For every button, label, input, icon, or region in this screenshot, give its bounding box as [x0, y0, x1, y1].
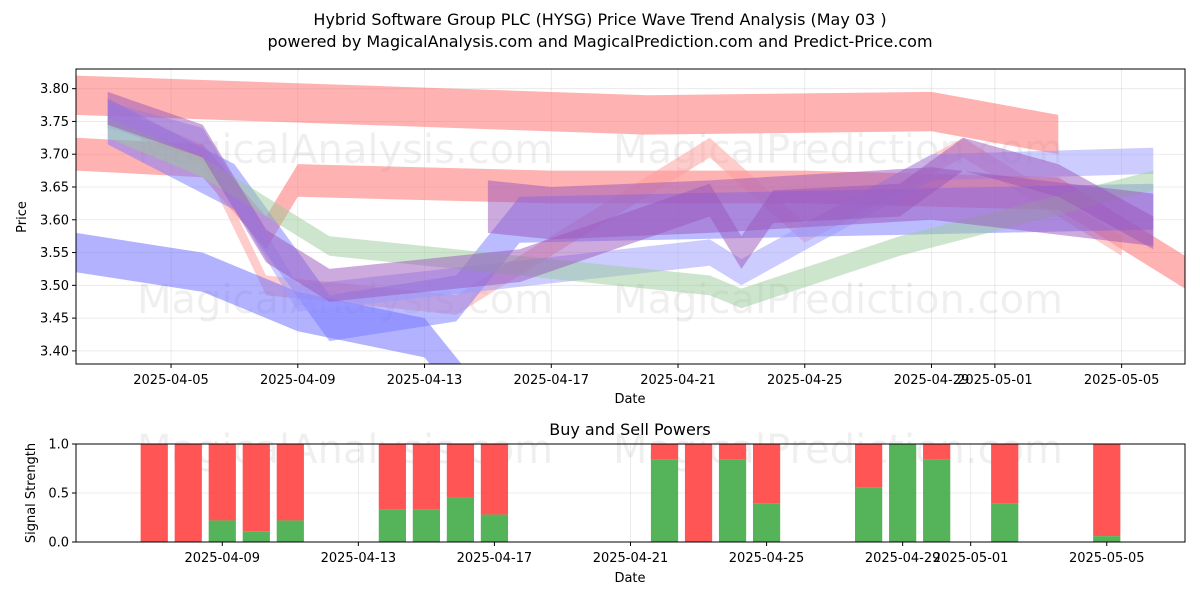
power-y-tick-label: 0.5 [48, 487, 69, 502]
sell-bar [480, 444, 509, 515]
sell-bar [718, 444, 747, 460]
price-x-tick-label: 2025-04-25 [767, 373, 843, 388]
price-y-tick-label: 3.40 [40, 344, 69, 359]
buy-bar [991, 503, 1019, 542]
price-y-tick-label: 3.60 [40, 213, 69, 228]
power-plot-area: MagicalAnalysis.com MagicalPrediction.co… [24, 427, 1186, 586]
price-x-tick-label: 2025-04-17 [514, 373, 590, 388]
price-waves [76, 75, 1185, 364]
power-y-tick-label: 1.0 [48, 438, 69, 453]
buy-bar [650, 459, 679, 542]
price-y-tick-label: 3.75 [40, 115, 69, 130]
power-x-tick-label: 2025-04-21 [593, 551, 669, 566]
main-chart-title: Hybrid Software Group PLC (HYSG) Price W… [313, 10, 886, 29]
price-x-tick-label: 2025-04-05 [133, 373, 209, 388]
power-y-tick-label: 0.0 [48, 536, 69, 551]
power-x-tick-label: 2025-05-01 [933, 551, 1009, 566]
power-y-axis-label: Signal Strength [24, 443, 39, 543]
power-y-ticks: 0.0 0.5 1.0 [48, 438, 76, 551]
wave-band-green-wave-1 [107, 118, 1154, 309]
price-y-tick-label: 3.45 [40, 312, 69, 327]
price-y-tick-label: 3.65 [40, 181, 69, 196]
sell-bar [650, 444, 679, 460]
wave-band-red-wave-1 [76, 75, 1059, 155]
price-y-axis-label: Price [15, 201, 30, 233]
sell-bar [855, 444, 883, 488]
power-x-tick-label: 2025-05-05 [1069, 551, 1145, 566]
price-x-tick-label: 2025-04-13 [387, 373, 463, 388]
price-x-axis-label: Date [614, 392, 645, 407]
power-x-tick-label: 2025-04-29 [865, 551, 941, 566]
buy-bar [412, 509, 440, 542]
price-x-tick-label: 2025-05-05 [1084, 373, 1160, 388]
sell-bar [242, 444, 270, 532]
buy-bar [208, 520, 236, 542]
wave-band-purple-wave-2 [487, 167, 1154, 246]
sell-bar [140, 444, 168, 542]
price-y-ticks: 3.40 3.45 3.50 3.55 3.60 3.65 3.70 3.75 3.80 [40, 82, 76, 359]
buy-bar [718, 459, 747, 542]
buy-bar [378, 509, 406, 542]
power-x-ticks: 2025-04-09 2025-04-13 2025-04-17 2025-04-21… [184, 542, 1145, 566]
price-x-ticks: 2025-04-05 2025-04-09 2025-04-13 2025-04-17… [133, 364, 1159, 388]
price-x-tick-label: 2025-04-29 [894, 373, 970, 388]
buy-bar [242, 531, 270, 542]
price-y-tick-label: 3.80 [40, 82, 69, 97]
sell-bar [276, 444, 304, 521]
power-x-tick-label: 2025-04-09 [184, 551, 260, 566]
buy-bar [1093, 536, 1121, 542]
power-chart-title: Buy and Sell Powers [549, 420, 711, 439]
buy-bar [889, 444, 917, 542]
sell-bar [752, 444, 781, 504]
power-x-tick-label: 2025-04-17 [457, 551, 533, 566]
sell-bar [378, 444, 406, 510]
buy-bar [480, 514, 509, 542]
price-plot-area: MagicalAnalysis.com MagicalPrediction.co… [15, 68, 1186, 407]
price-y-tick-label: 3.50 [40, 279, 69, 294]
sell-bar [208, 444, 236, 521]
price-x-tick-label: 2025-05-01 [957, 373, 1033, 388]
price-plot-frame [75, 68, 1186, 365]
buy-bar [855, 487, 883, 542]
sell-bar [991, 444, 1019, 504]
main-chart-subtitle: powered by MagicalAnalysis.com and Magic… [267, 32, 932, 51]
power-x-tick-label: 2025-04-25 [729, 551, 805, 566]
price-y-tick-label: 3.70 [40, 148, 69, 163]
price-x-tick-label: 2025-04-09 [260, 373, 336, 388]
buy-bar [923, 459, 951, 542]
power-bars [140, 444, 1121, 542]
buy-bar [276, 520, 304, 542]
sell-bar [412, 444, 440, 510]
sell-bar [174, 444, 202, 542]
power-x-tick-label: 2025-04-13 [321, 551, 397, 566]
sell-bar [1093, 444, 1121, 537]
price-y-tick-label: 3.55 [40, 246, 69, 261]
power-x-axis-label: Date [614, 571, 645, 586]
sell-bar [446, 444, 475, 498]
sell-bar [923, 444, 951, 460]
price-x-tick-label: 2025-04-21 [640, 373, 716, 388]
buy-bar [752, 503, 781, 542]
buy-bar [446, 497, 475, 542]
sell-bar [684, 444, 713, 542]
